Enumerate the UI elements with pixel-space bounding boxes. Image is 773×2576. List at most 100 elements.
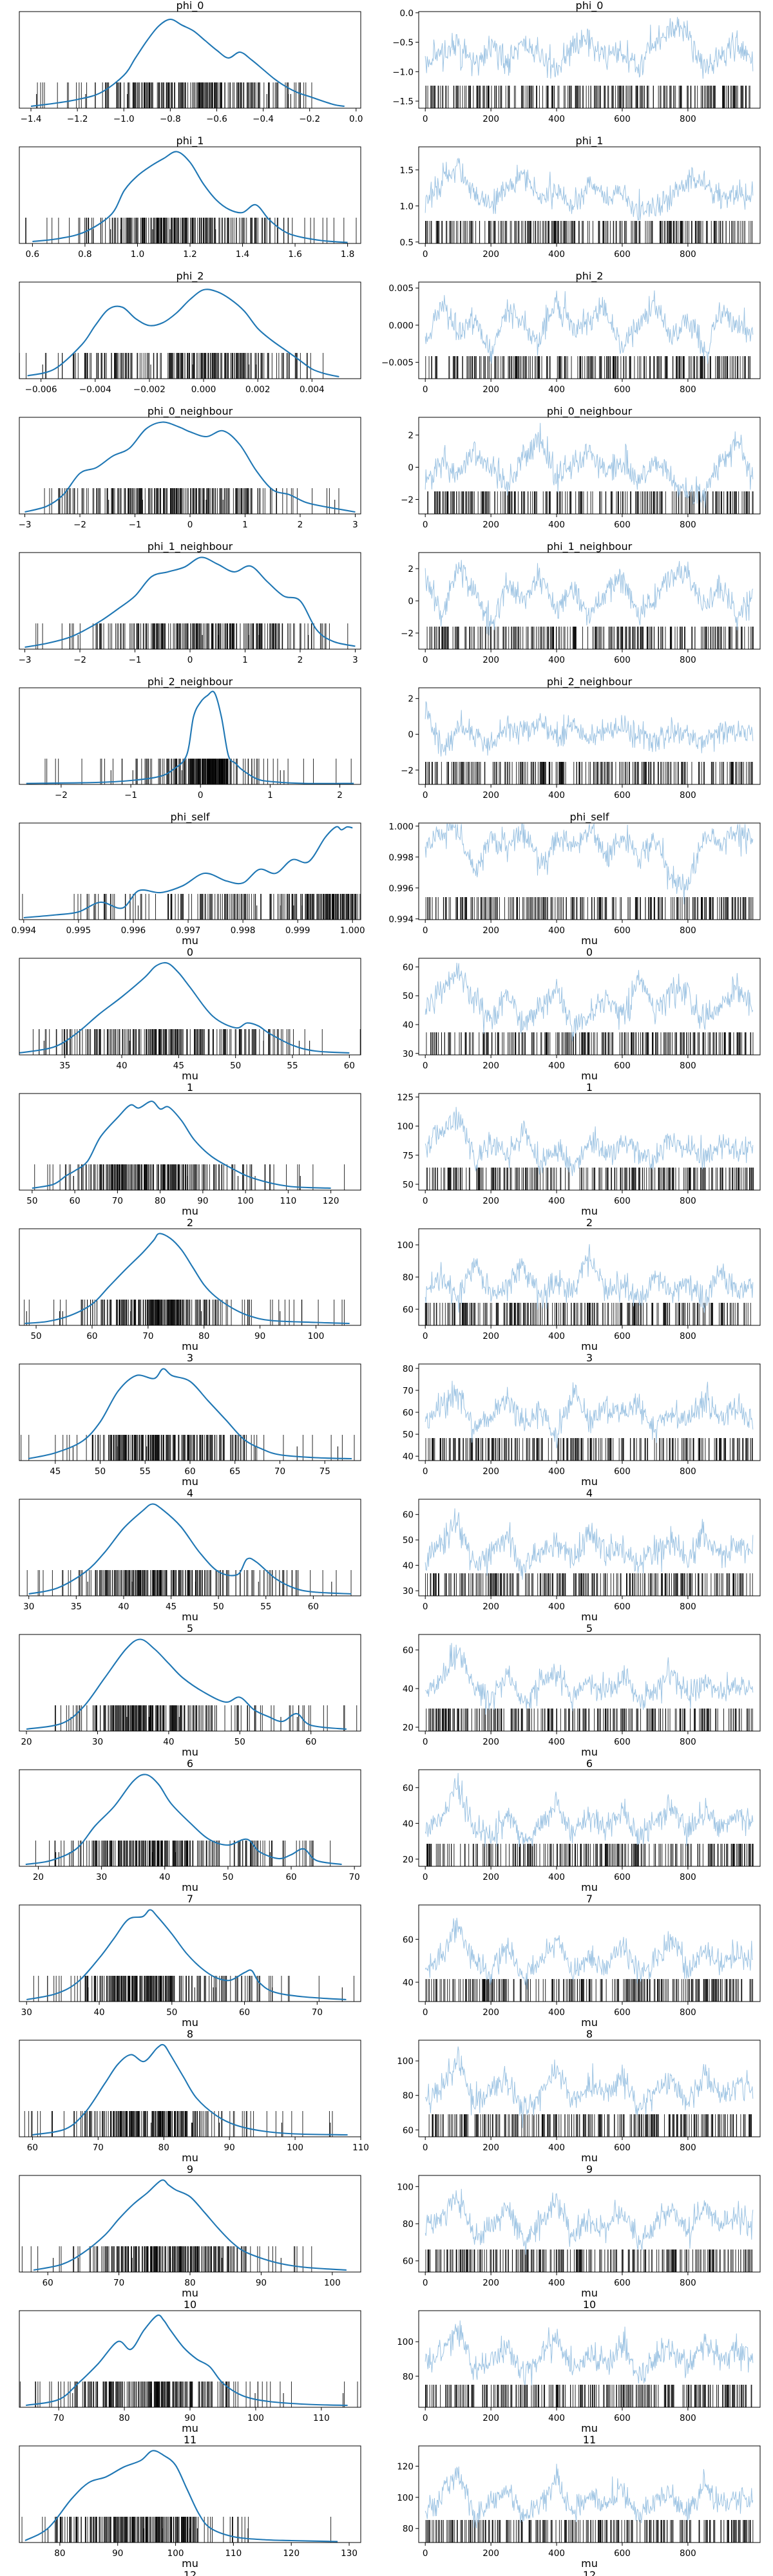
y-tick-label: 125 (397, 1092, 414, 1103)
y-tick-label: 100 (397, 2056, 414, 2067)
panel-title: mu (581, 1340, 598, 1352)
x-tick-label: 400 (548, 384, 565, 395)
x-tick-label: 400 (548, 114, 565, 124)
kde-panel: mu5 20 30 40 50 60 (19, 1611, 361, 1747)
plot-area (24, 2043, 348, 2137)
x-tick-label: 110 (352, 2143, 369, 2153)
plot-area (425, 1381, 754, 1461)
y-tick-label: 50 (403, 1180, 414, 1190)
x-tick-label: 20 (33, 1872, 44, 1882)
x-tick-label: 800 (680, 2413, 696, 2423)
kde-line (28, 1368, 352, 1460)
x-tick-label: 0 (423, 249, 428, 260)
plot-area (30, 18, 345, 108)
plot-area (24, 421, 356, 514)
axes-frame (418, 1634, 761, 1732)
trace-line (425, 1773, 754, 1847)
rug-marks (425, 2249, 752, 2272)
panel-title: mu (581, 1205, 598, 1217)
panel-title: 4 (187, 1487, 193, 1499)
x-tick-label: 800 (680, 114, 696, 124)
x-tick-label: 100 (237, 1196, 254, 1206)
x-tick-label: −1 (124, 790, 137, 800)
x-tick-label: 600 (614, 2548, 631, 2559)
plot-area (425, 1508, 754, 1596)
axes-frame (19, 1363, 361, 1461)
axes-frame (19, 1634, 361, 1732)
panel-title: 5 (586, 1622, 593, 1634)
x-tick-label: 80 (158, 2143, 169, 2153)
kde-line (19, 961, 350, 1054)
panel-title: mu (581, 2152, 598, 2164)
kde-panel: phi_1_neighbour −3 −2 −1 0 1 2 3 (19, 540, 361, 665)
rug-marks (426, 1844, 754, 1866)
x-tick-label: 40 (118, 1602, 129, 1612)
x-tick-label: −0.6 (206, 114, 227, 124)
x-tick-label: 60 (86, 1331, 97, 1341)
trace-panel: phi_0 0 200 400 600 800 −1.5 −1.0 −0.5 0.0 (392, 0, 761, 124)
trace-line (425, 290, 754, 364)
x-tick-label: 60 (308, 1602, 319, 1612)
kde-panel: mu8 60 70 80 90 100 110 (19, 2016, 369, 2153)
x-tick-label: 600 (614, 1331, 631, 1341)
trace-line (425, 422, 754, 508)
y-tick-label: 0.994 (388, 914, 414, 925)
panel-title: mu (581, 1475, 598, 1488)
y-tick-label: 40 (403, 1978, 414, 1988)
panel-title: 1 (586, 1081, 593, 1094)
x-tick-label: 45 (50, 1466, 61, 1477)
panel-title: phi_1_neighbour (148, 540, 233, 553)
y-tick-label: 40 (403, 1819, 414, 1829)
panel-title: 2 (586, 1217, 593, 1229)
plot-area (425, 963, 754, 1055)
trace-line (425, 701, 754, 757)
y-tick-label: 30 (403, 1049, 414, 1059)
y-tick-label: 80 (403, 2219, 414, 2230)
panel-title: mu (581, 2557, 598, 2570)
panel-title: phi_0_neighbour (547, 405, 633, 418)
rug-marks (425, 1979, 754, 2002)
kde-panel: mu4 30 35 40 45 50 55 60 (19, 1475, 361, 1612)
axes-frame (19, 1769, 361, 1867)
panel-title: mu (581, 1881, 598, 1893)
x-tick-label: 0 (423, 1872, 428, 1882)
x-tick-label: 110 (225, 2548, 242, 2559)
axes-frame (19, 1499, 361, 1596)
panel-title: mu (182, 1611, 198, 1623)
rug-marks (425, 1303, 751, 1325)
axes-frame (19, 11, 361, 109)
x-tick-label: 200 (482, 114, 499, 124)
x-tick-label: 80 (184, 2278, 195, 2288)
x-tick-label: 1 (267, 790, 273, 800)
x-tick-label: 0 (423, 1737, 428, 1747)
trace-line (425, 560, 754, 636)
panel-title: 7 (187, 1893, 193, 1905)
x-tick-label: 110 (280, 1196, 296, 1206)
y-tick-label: 0 (408, 596, 414, 607)
x-tick-label: 600 (614, 520, 631, 530)
trace-line (425, 17, 754, 79)
panel-title: mu (581, 1746, 598, 1758)
x-tick-label: 400 (548, 2278, 565, 2288)
x-tick-label: 2 (298, 520, 303, 530)
axes-frame (19, 687, 361, 785)
x-tick-label: 400 (548, 790, 565, 800)
y-tick-label: −2 (401, 629, 414, 639)
y-tick-label: 50 (403, 1430, 414, 1440)
trace-panel: mu7 0 200 400 600 800 40 60 (403, 1881, 761, 2018)
kde-panel: mu6 20 30 40 50 60 70 (19, 1746, 361, 1882)
y-tick-label: 100 (397, 2493, 414, 2503)
x-tick-label: 1.6 (288, 249, 301, 260)
kde-line (26, 1638, 347, 1730)
x-tick-label: 400 (548, 1602, 565, 1612)
trace-line (425, 1508, 754, 1580)
kde-line (28, 1503, 352, 1595)
x-tick-label: 80 (54, 2548, 65, 2559)
trace-line (425, 2320, 754, 2386)
x-tick-label: 0 (423, 520, 428, 530)
panel-title: mu (182, 1475, 198, 1488)
plot-area (425, 422, 754, 514)
trace-line (425, 963, 754, 1042)
